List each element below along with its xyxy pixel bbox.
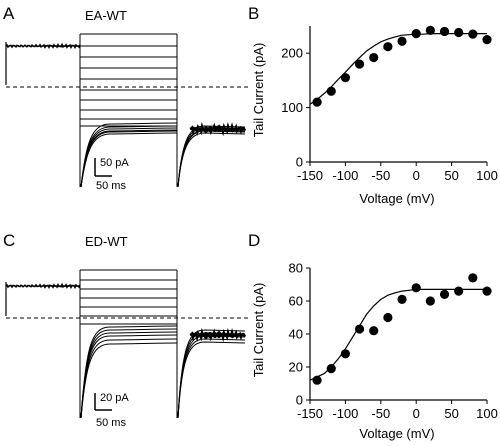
panel-c-activation-trace xyxy=(80,334,178,419)
panel-b-data-point xyxy=(425,25,435,35)
panel-a-traces xyxy=(5,33,250,188)
panel-d-data-point xyxy=(383,312,393,323)
panel-d-data-point xyxy=(468,273,478,283)
panel-d-data-point xyxy=(425,296,435,306)
panel-b-data-point xyxy=(354,59,365,69)
panel-b-x-tick-label: 100 xyxy=(476,168,498,183)
panel-b-data-point xyxy=(468,29,478,39)
panel-a-scale-x-label: 50 ms xyxy=(96,180,126,192)
panel-c-traces xyxy=(5,269,250,419)
panel-c-activation-trace xyxy=(80,338,178,419)
panel-b-data-point xyxy=(326,86,336,96)
panel-d-xlabel: Voltage (mV) xyxy=(359,426,434,441)
panel-d-data-point xyxy=(369,326,379,336)
panel-b-data-point xyxy=(411,29,421,39)
panel-d-data-point xyxy=(340,349,350,359)
panel-d-data-point xyxy=(354,324,365,334)
panel-b-x-tick-label: 0 xyxy=(413,168,420,183)
panel-d-y-tick-label: 20 xyxy=(289,360,303,375)
panel-letter-a: A xyxy=(3,4,15,23)
panel-c-activation-trace xyxy=(80,342,178,419)
panel-c-tail-noise xyxy=(189,327,247,343)
panel-c-scale-y-label: 20 pA xyxy=(100,392,129,404)
panel-d-y-tick-label: 0 xyxy=(296,393,303,408)
panel-b-y-tick-label: 100 xyxy=(281,100,303,115)
panel-a-title: EA-WT xyxy=(85,8,127,23)
panel-b-data-point xyxy=(454,27,464,38)
panel-b-data-point xyxy=(340,73,350,83)
panel-d-y-tick-label: 40 xyxy=(289,327,303,342)
panel-b-data-point xyxy=(383,42,393,52)
panel-b-x-tick-label: -100 xyxy=(332,168,358,183)
panel-c-title: ED-WT xyxy=(85,234,128,249)
panel-a-tail-noise xyxy=(189,121,247,137)
panel-d-y-tick-label: 60 xyxy=(289,294,303,309)
panel-d-data-point xyxy=(439,289,450,299)
panel-b-plot: -150 -100 -50 0 50 100 0 100 200 xyxy=(281,25,498,183)
panel-b-data-point xyxy=(439,26,450,37)
panel-a-tail-trace xyxy=(177,132,246,188)
panel-c-holding-trace xyxy=(5,282,81,290)
panel-d-x-tick-label: 50 xyxy=(444,406,458,421)
panel-a-holding-trace xyxy=(5,42,81,50)
panel-d-x-tick-label: 100 xyxy=(476,406,498,421)
panel-a-activation-trace xyxy=(80,132,178,188)
panel-b-data-point xyxy=(482,35,492,45)
panel-b-data-point xyxy=(312,97,322,107)
panel-d-x-tick-label: -50 xyxy=(371,406,390,421)
panel-d-ylabel: Tail Current (pA) xyxy=(251,283,266,378)
panel-c-tail-trace xyxy=(177,332,246,419)
panel-d-data-point xyxy=(482,286,492,296)
panel-b-data-point xyxy=(369,52,379,63)
panel-letter-d: D xyxy=(248,231,260,250)
panel-c-scale-x-label: 50 ms xyxy=(96,417,126,429)
panel-a-scale-y-label: 50 pA xyxy=(100,157,129,169)
panel-b-data-point xyxy=(397,36,407,46)
panel-letter-b: B xyxy=(248,4,259,23)
panel-c-tail-trace xyxy=(177,341,246,419)
panel-b-ylabel: Tail Current (pA) xyxy=(251,43,266,138)
panel-d-y-tick-label: 80 xyxy=(289,261,303,276)
panel-d-data-point xyxy=(411,283,421,293)
panel-d-data-point xyxy=(454,286,464,296)
panel-b-x-tick-label: 50 xyxy=(444,168,458,183)
panel-letter-c: C xyxy=(3,231,15,250)
panel-d-data-point xyxy=(397,294,407,304)
panel-b-x-tick-label: -50 xyxy=(371,168,390,183)
panel-a-tail-trace xyxy=(177,125,246,188)
panel-d-data-point xyxy=(326,364,336,374)
panel-b-x-tick-label: -150 xyxy=(297,168,323,183)
panel-d-x-tick-label: -100 xyxy=(332,406,358,421)
panel-d-fit-curve xyxy=(309,288,487,381)
panel-d-plot: -150 -100 -50 0 50 100 0 20 40 60 80 xyxy=(289,261,498,422)
panel-c-tail-trace xyxy=(177,335,246,419)
panel-b-fit-curve xyxy=(309,32,487,105)
panel-d-data-point xyxy=(312,375,322,385)
panel-a-activation-trace xyxy=(80,122,178,188)
panel-d-x-tick-label: -150 xyxy=(297,406,323,421)
panel-b-y-tick-label: 200 xyxy=(281,46,303,61)
panel-b-xlabel: Voltage (mV) xyxy=(359,191,434,206)
panel-d-x-tick-label: 0 xyxy=(413,406,420,421)
panel-b-y-tick-label: 0 xyxy=(296,155,303,170)
panel-c-tail-trace xyxy=(177,338,246,419)
